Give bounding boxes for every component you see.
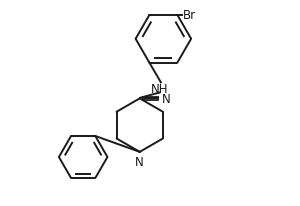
- Text: Br: Br: [182, 9, 196, 22]
- Text: NH: NH: [151, 82, 168, 95]
- Text: N: N: [135, 155, 144, 168]
- Text: N: N: [162, 92, 170, 105]
